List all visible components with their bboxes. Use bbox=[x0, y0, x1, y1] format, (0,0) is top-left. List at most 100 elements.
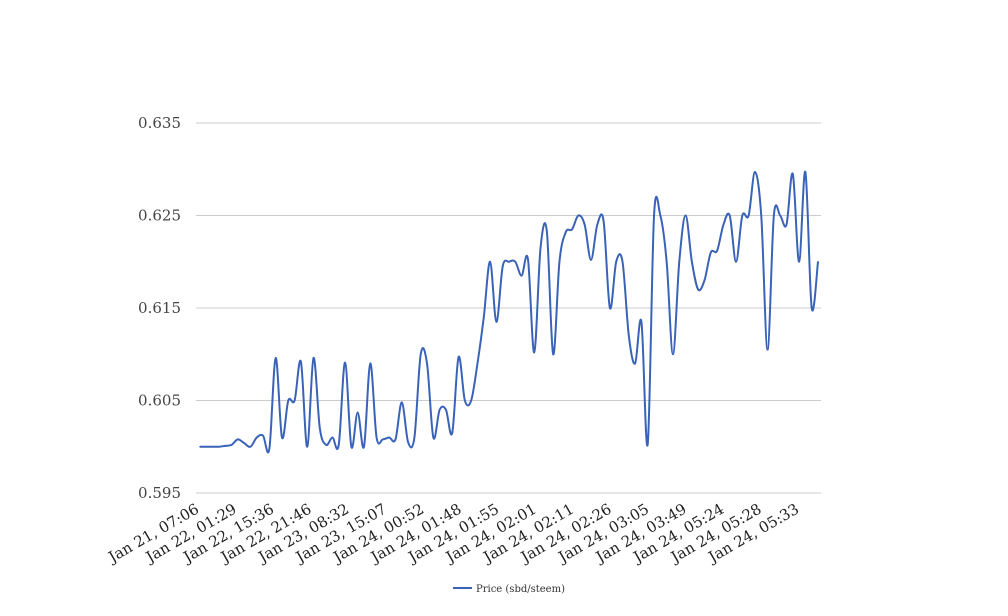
data-point bbox=[274, 357, 277, 359]
data-point bbox=[300, 360, 302, 363]
data-point bbox=[640, 321, 643, 323]
y-tick-label: 0.615 bbox=[138, 299, 181, 317]
data-point bbox=[255, 436, 258, 439]
data-point bbox=[634, 362, 636, 365]
data-point bbox=[470, 399, 472, 402]
series-group bbox=[199, 170, 819, 454]
data-point bbox=[533, 351, 536, 354]
data-point bbox=[691, 260, 693, 263]
data-point bbox=[539, 247, 542, 249]
data-point bbox=[337, 444, 340, 446]
data-point bbox=[407, 441, 409, 443]
data-point bbox=[476, 362, 479, 365]
data-point bbox=[665, 260, 668, 263]
data-point bbox=[211, 445, 214, 448]
y-tick-label: 0.635 bbox=[138, 114, 181, 132]
data-point bbox=[709, 251, 712, 254]
data-point bbox=[388, 436, 390, 439]
data-point bbox=[319, 427, 321, 430]
data-point bbox=[672, 353, 674, 356]
data-point bbox=[419, 353, 422, 356]
data-point bbox=[413, 436, 416, 439]
data-point bbox=[445, 408, 447, 411]
data-point bbox=[464, 399, 466, 402]
data-point bbox=[293, 399, 296, 402]
data-point bbox=[810, 307, 813, 309]
data-point bbox=[482, 316, 485, 319]
data-point bbox=[779, 214, 781, 217]
data-point bbox=[703, 279, 706, 282]
y-tick-label: 0.625 bbox=[138, 207, 181, 225]
data-point bbox=[306, 445, 309, 448]
data-point bbox=[400, 401, 403, 404]
data-point bbox=[344, 361, 346, 364]
series-line bbox=[200, 170, 819, 454]
data-point bbox=[268, 447, 271, 450]
legend-label: Price (sbd/steem) bbox=[476, 584, 565, 595]
data-point bbox=[577, 214, 580, 217]
data-point bbox=[224, 445, 227, 447]
data-point bbox=[527, 258, 529, 260]
data-point bbox=[716, 249, 718, 252]
data-point bbox=[735, 260, 737, 263]
y-tick-label: 0.595 bbox=[138, 484, 181, 502]
data-point bbox=[546, 230, 548, 233]
data-point bbox=[571, 228, 573, 231]
data-point bbox=[760, 214, 763, 217]
data-point bbox=[678, 260, 681, 263]
data-point bbox=[230, 444, 233, 446]
data-point bbox=[609, 307, 611, 309]
data-point bbox=[394, 438, 397, 441]
data-point bbox=[325, 444, 327, 446]
data-point bbox=[218, 445, 220, 448]
data-point bbox=[590, 259, 592, 261]
data-point bbox=[199, 445, 201, 448]
data-point bbox=[451, 432, 454, 434]
data-point bbox=[615, 260, 618, 263]
data-point bbox=[501, 265, 504, 268]
data-point bbox=[653, 214, 655, 217]
data-point bbox=[489, 260, 491, 263]
legend: Price (sbd/steem) bbox=[453, 584, 565, 595]
data-point bbox=[495, 321, 498, 323]
data-point bbox=[659, 214, 662, 217]
data-point bbox=[369, 362, 372, 365]
data-point bbox=[237, 438, 239, 441]
grid-lines bbox=[196, 122, 821, 494]
data-point bbox=[766, 348, 769, 351]
data-point bbox=[331, 436, 334, 439]
data-point bbox=[426, 362, 428, 365]
data-point bbox=[205, 445, 208, 448]
data-point bbox=[747, 214, 750, 217]
data-point bbox=[602, 220, 605, 222]
data-point bbox=[741, 214, 744, 217]
data-point bbox=[432, 436, 435, 439]
data-point bbox=[646, 443, 649, 445]
data-point bbox=[520, 274, 523, 277]
data-point bbox=[791, 173, 794, 175]
data-point bbox=[754, 171, 756, 173]
data-point bbox=[375, 436, 378, 439]
data-point bbox=[773, 214, 775, 217]
data-point bbox=[697, 288, 699, 291]
data-point bbox=[312, 357, 315, 359]
data-point bbox=[281, 436, 283, 439]
data-point bbox=[249, 445, 252, 448]
data-point bbox=[583, 223, 586, 226]
y-tick-label: 0.605 bbox=[138, 392, 181, 410]
data-point bbox=[628, 334, 630, 337]
data-point bbox=[356, 411, 359, 414]
data-point bbox=[722, 223, 725, 226]
data-point bbox=[596, 223, 599, 226]
data-point bbox=[508, 260, 510, 263]
data-point bbox=[785, 223, 788, 226]
data-point bbox=[363, 445, 365, 448]
data-point bbox=[564, 231, 567, 233]
data-point bbox=[350, 445, 353, 448]
data-point bbox=[804, 171, 807, 173]
data-point bbox=[438, 408, 441, 411]
data-point bbox=[514, 260, 517, 263]
data-point bbox=[552, 353, 554, 356]
